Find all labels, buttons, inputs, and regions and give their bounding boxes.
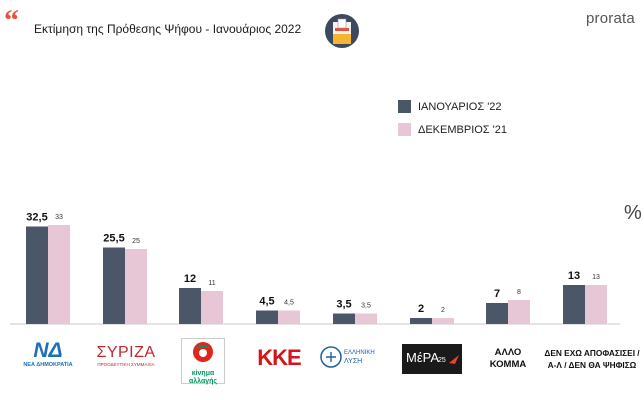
party-label-other-line2: ΚΟΜΜΑ [489, 359, 527, 370]
data-label-jan-1: 25,5 [103, 233, 124, 245]
mera25-logo-mark: ΜέΡΑ [406, 350, 440, 365]
mera25-logo: ΜέΡΑ 25 [402, 344, 462, 374]
legend-swatch-dec [398, 123, 411, 137]
party-label-undecided-line2: Α-Λ / ΔΕΝ ΘΑ ΨΗΦΙΣΩ [547, 360, 637, 370]
brand-logo: prorata [586, 10, 635, 27]
bar-jan-2 [179, 288, 201, 324]
data-label-dec-5: 2 [441, 307, 445, 314]
bar-jan-7 [563, 285, 585, 324]
syriza-logo: ΣΥΡΙΖΑ ΠΡΟΟΔΕΥΤΙΚΗ ΣΥΜΜΑΧΙΑ [93, 344, 159, 376]
bar-dec-0 [48, 225, 70, 324]
data-label-dec-2: 11 [208, 280, 215, 287]
legend-item-jan: ΙΑΝΟΥΑΡΙΟΣ '22 [398, 98, 502, 116]
nd-logo-caption: ΝΕΑ ΔΗΜΟΚΡΑΤΙΑ [23, 362, 73, 368]
kinal-logo: κίνημα αλλαγής [181, 338, 225, 385]
legend-swatch-jan [398, 100, 411, 114]
syriza-logo-mark: ΣΥΡΙΖΑ [96, 344, 156, 361]
elliniki-lysi-emblem-icon [320, 346, 342, 368]
bar-jan-4 [333, 313, 355, 324]
bar-jan-5 [410, 318, 432, 324]
data-label-dec-7: 13 [592, 274, 600, 281]
data-label-jan-2: 12 [184, 273, 196, 285]
kinal-logo-line2: αλλαγής [188, 378, 218, 385]
party-label-other-line1: ΑΛΛΟ [494, 347, 522, 358]
data-label-dec-0: 33 [55, 214, 63, 221]
bar-jan-0 [26, 226, 48, 324]
mera25-arrow-icon [449, 355, 459, 364]
kinal-emblem-icon [193, 342, 213, 362]
legend-label-dec: ΔΕΚΕΜΒΡΙΟΣ '21 [418, 123, 507, 136]
kinal-logo-line1: κίνημα [191, 370, 215, 377]
elliniki-lysi-logo: ΕΛΛΗΝΙΚΗ ΛΥΣΗ [320, 342, 376, 376]
data-label-dec-1: 25 [132, 238, 140, 245]
kke-logo: ΚΚΕ [255, 344, 303, 374]
percent-sign: % [624, 202, 642, 224]
data-label-dec-3: 4,5 [284, 300, 294, 307]
ballot-box-icon [325, 14, 359, 48]
data-label-jan-5: 2 [418, 303, 424, 315]
bar-dec-5 [432, 318, 454, 324]
data-label-jan-3: 4,5 [259, 296, 274, 308]
data-label-jan-4: 3,5 [336, 299, 351, 311]
data-label-jan-6: 7 [494, 288, 500, 300]
bar-dec-7 [585, 285, 607, 324]
nd-logo: ΝΔ ΝΕΑ ΔΗΜΟΚΡΑΤΙΑ [18, 340, 78, 376]
elliniki-lysi-line2: ΛΥΣΗ [344, 358, 363, 365]
party-label-undecided: ΔΕΝ ΕΧΩ ΑΠΟΦΑΣΙΣΕΙ / Α-Λ / ΔΕΝ ΘΑ ΨΗΦΙΣΩ [540, 347, 644, 371]
bar-dec-1 [125, 249, 147, 324]
nd-logo-mark: ΝΔ [33, 339, 63, 362]
party-label-other: ΑΛΛΟ ΚΟΜΜΑ [476, 347, 540, 371]
mera25-logo-sup: 25 [438, 357, 446, 364]
bar-dec-3 [278, 310, 300, 324]
bar-dec-2 [201, 291, 223, 324]
legend-label-jan: ΙΑΝΟΥΑΡΙΟΣ '22 [418, 100, 502, 113]
kke-logo-mark: ΚΚΕ [257, 345, 301, 370]
bar-dec-6 [508, 300, 530, 324]
data-label-dec-6: 8 [517, 289, 521, 296]
chart-title: Εκτίμηση της Πρόθεσης Ψήφου - Ιανουάριος… [34, 22, 302, 36]
syriza-logo-caption: ΠΡΟΟΔΕΥΤΙΚΗ ΣΥΜΜΑΧΙΑ [97, 362, 155, 367]
bar-jan-3 [256, 310, 278, 324]
data-label-jan-7: 13 [568, 270, 580, 282]
quote-mark: “ [4, 4, 19, 37]
bar-dec-4 [355, 313, 377, 324]
data-label-dec-4: 3,5 [361, 303, 371, 310]
legend-item-dec: ΔΕΚΕΜΒΡΙΟΣ '21 [398, 121, 507, 139]
data-label-jan-0: 32,5 [26, 212, 47, 224]
bar-jan-6 [486, 303, 508, 324]
bar-jan-1 [103, 247, 125, 324]
elliniki-lysi-line1: ΕΛΛΗΝΙΚΗ [344, 350, 375, 356]
party-label-undecided-line1: ΔΕΝ ΕΧΩ ΑΠΟΦΑΣΙΣΕΙ / [544, 348, 640, 358]
